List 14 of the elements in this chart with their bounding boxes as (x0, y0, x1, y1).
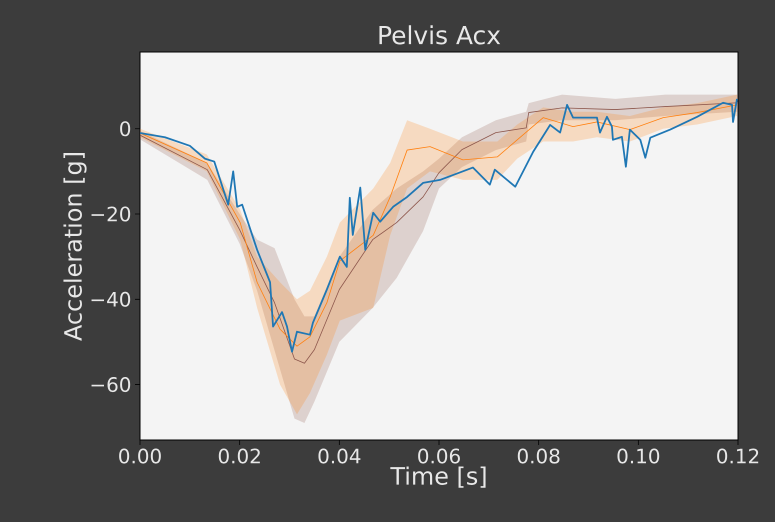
y-tick-label: −20 (92, 206, 130, 222)
x-tick-label: 0.02 (218, 448, 260, 464)
chart-title: Pelvis Acx (379, 25, 500, 45)
x-axis-title: Time [s] (390, 466, 486, 488)
x-tick-label: 0.12 (717, 448, 758, 464)
y-axis-title: Acceleration [g] (63, 153, 87, 341)
x-tick-label: 0.08 (518, 448, 560, 464)
x-tick-label: 0.10 (617, 448, 660, 464)
y-tick-label: 0 (120, 121, 130, 136)
y-tick-label: −60 (92, 377, 130, 392)
x-tick-label: 0.00 (119, 448, 161, 464)
x-tick-label: 0.06 (418, 448, 460, 464)
x-tick-label: 0.04 (318, 448, 360, 464)
y-tick-label: −40 (92, 292, 130, 307)
